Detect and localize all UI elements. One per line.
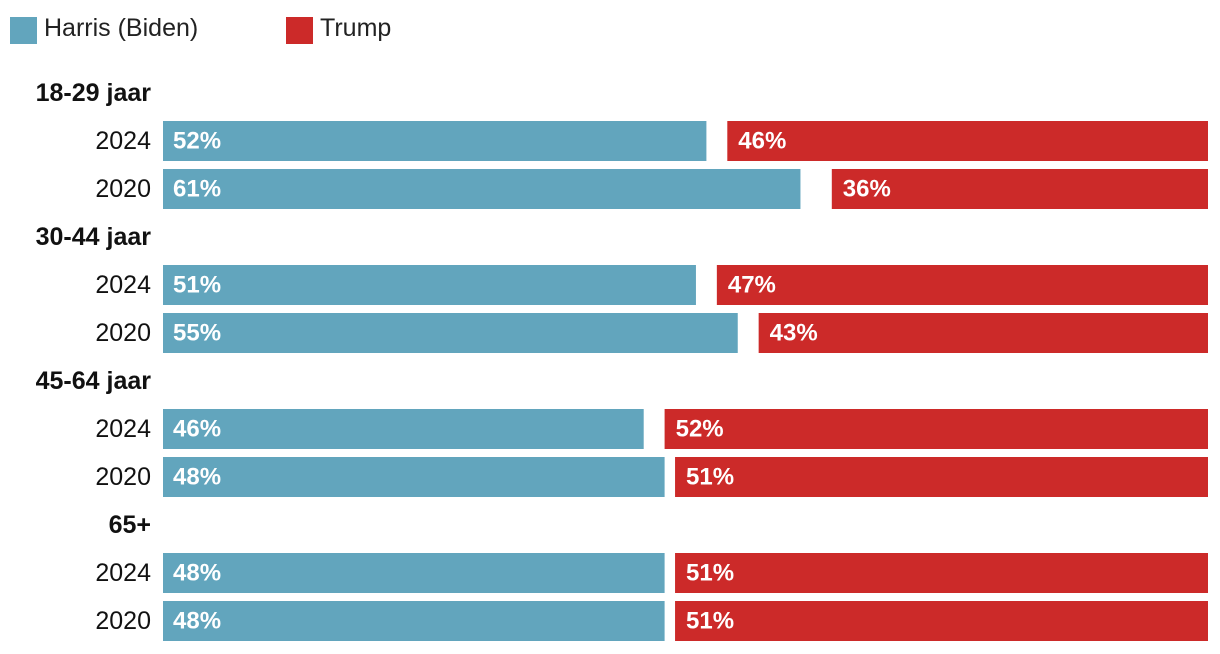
bar-trump xyxy=(727,121,1208,161)
bar-trump xyxy=(675,457,1208,497)
year-label: 2024 xyxy=(95,415,151,443)
bar-label-harris: 51% xyxy=(173,272,221,299)
bar-harris xyxy=(163,457,665,497)
legend-label-trump: Trump xyxy=(320,14,392,42)
bar-trump xyxy=(758,313,1208,353)
bar-trump xyxy=(675,553,1208,593)
bar-label-trump: 47% xyxy=(728,272,776,299)
bar-trump xyxy=(664,409,1208,449)
bar-label-harris: 48% xyxy=(173,560,221,587)
bar-label-trump: 52% xyxy=(676,416,724,443)
bar-label-harris: 61% xyxy=(173,176,221,203)
bar-trump xyxy=(716,265,1208,305)
legend-swatch-trump xyxy=(286,17,313,44)
group-label: 45-64 jaar xyxy=(36,367,152,395)
year-label: 2024 xyxy=(95,271,151,299)
bar-label-harris: 52% xyxy=(173,128,221,155)
year-label: 2020 xyxy=(95,607,151,635)
bar-harris xyxy=(163,121,707,161)
legend: Harris (Biden) Trump xyxy=(10,12,710,44)
bar-label-trump: 51% xyxy=(686,608,734,635)
bar-label-trump: 51% xyxy=(686,464,734,491)
year-label: 2020 xyxy=(95,319,151,347)
bar-label-harris: 46% xyxy=(173,416,221,443)
year-label: 2020 xyxy=(95,463,151,491)
bar-label-trump: 46% xyxy=(738,128,786,155)
bar-label-harris: 55% xyxy=(173,320,221,347)
group-label: 30-44 jaar xyxy=(36,223,152,251)
bar-harris xyxy=(163,409,644,449)
bar-label-trump: 51% xyxy=(686,560,734,587)
bar-harris xyxy=(163,601,665,641)
bar-label-trump: 36% xyxy=(843,176,891,203)
legend-swatch-harris xyxy=(10,17,37,44)
bar-harris xyxy=(163,169,801,209)
year-label: 2024 xyxy=(95,127,151,155)
bar-harris xyxy=(163,265,696,305)
bar-trump xyxy=(675,601,1208,641)
bar-label-harris: 48% xyxy=(173,464,221,491)
legend-label-harris: Harris (Biden) xyxy=(44,14,199,42)
year-label: 2020 xyxy=(95,175,151,203)
bar-harris xyxy=(163,553,665,593)
year-label: 2024 xyxy=(95,559,151,587)
bar-label-trump: 43% xyxy=(770,320,818,347)
group-label: 18-29 jaar xyxy=(36,79,152,107)
bar-trump xyxy=(831,169,1208,209)
bar-label-harris: 48% xyxy=(173,608,221,635)
group-label: 65+ xyxy=(109,511,151,539)
bar-harris xyxy=(163,313,738,353)
